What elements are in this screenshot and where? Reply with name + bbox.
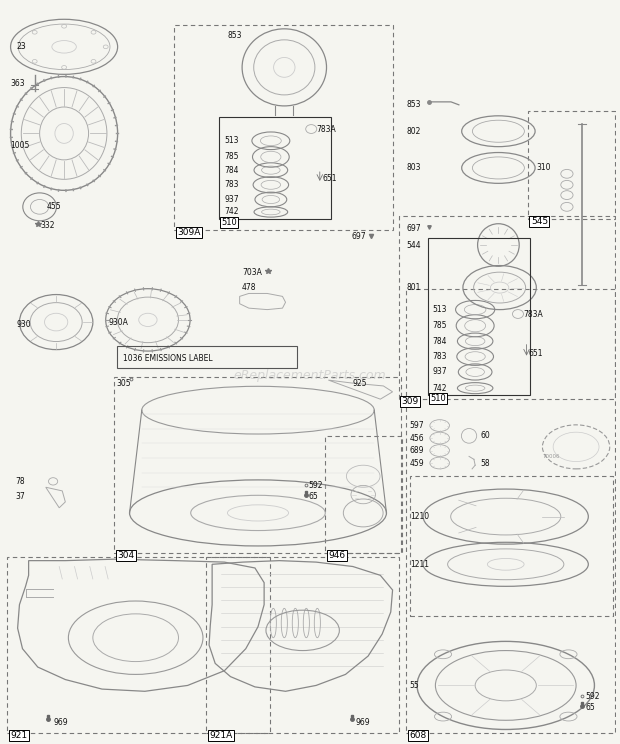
Text: 309A: 309A bbox=[177, 228, 201, 237]
Text: 78: 78 bbox=[15, 477, 25, 486]
Text: 801: 801 bbox=[406, 283, 420, 292]
Text: 58: 58 bbox=[480, 458, 490, 467]
Text: 478: 478 bbox=[242, 283, 256, 292]
Text: 608: 608 bbox=[409, 731, 427, 740]
Text: 784: 784 bbox=[224, 166, 239, 175]
Text: 783: 783 bbox=[224, 180, 239, 189]
Text: 456: 456 bbox=[410, 434, 424, 443]
Text: 545: 545 bbox=[531, 217, 548, 226]
Bar bbox=[528, 112, 614, 219]
Text: 597: 597 bbox=[410, 421, 424, 430]
Text: 592: 592 bbox=[585, 692, 600, 701]
Bar bbox=[114, 377, 401, 554]
Text: 1036 EMISSIONS LABEL: 1036 EMISSIONS LABEL bbox=[123, 353, 213, 362]
Text: 651: 651 bbox=[322, 174, 337, 184]
Bar bbox=[428, 237, 530, 396]
Text: 742: 742 bbox=[224, 208, 239, 217]
Text: 544: 544 bbox=[406, 240, 420, 249]
Text: 742: 742 bbox=[432, 384, 447, 393]
Text: 332: 332 bbox=[41, 221, 55, 230]
Text: 55: 55 bbox=[410, 681, 420, 690]
Bar bbox=[406, 289, 614, 733]
Text: 689: 689 bbox=[410, 446, 424, 455]
Text: 853: 853 bbox=[228, 31, 242, 40]
Text: 921A: 921A bbox=[209, 731, 232, 740]
Text: 930A: 930A bbox=[108, 318, 128, 327]
Bar bbox=[174, 25, 392, 231]
Text: 783A: 783A bbox=[523, 310, 542, 319]
Text: 651: 651 bbox=[529, 349, 544, 358]
Text: 785: 785 bbox=[432, 321, 447, 330]
Text: 23: 23 bbox=[16, 42, 26, 51]
Text: 37: 37 bbox=[15, 492, 25, 501]
Text: 305: 305 bbox=[116, 379, 131, 388]
Text: 513: 513 bbox=[224, 136, 239, 145]
Text: 969: 969 bbox=[356, 718, 371, 727]
Text: 65: 65 bbox=[585, 703, 595, 712]
Bar bbox=[219, 117, 332, 219]
Text: 853: 853 bbox=[406, 100, 420, 109]
Text: 925: 925 bbox=[353, 379, 367, 388]
Text: 459: 459 bbox=[410, 458, 424, 467]
Text: 921: 921 bbox=[11, 731, 27, 740]
Text: 1210: 1210 bbox=[410, 512, 429, 521]
Text: 510: 510 bbox=[430, 394, 446, 403]
Text: 783A: 783A bbox=[316, 125, 336, 134]
Text: 930: 930 bbox=[16, 320, 31, 329]
Text: 513: 513 bbox=[432, 305, 447, 314]
Text: 937: 937 bbox=[224, 195, 239, 204]
Text: 784: 784 bbox=[432, 337, 447, 346]
Bar bbox=[399, 216, 614, 399]
Text: 703A: 703A bbox=[242, 268, 263, 277]
Text: 60: 60 bbox=[480, 432, 490, 440]
Text: 783: 783 bbox=[432, 352, 447, 361]
Text: 310: 310 bbox=[536, 164, 551, 173]
Text: 969: 969 bbox=[53, 718, 68, 727]
Text: 455: 455 bbox=[47, 202, 61, 211]
Text: 697: 697 bbox=[352, 231, 366, 241]
Text: 510: 510 bbox=[221, 218, 237, 227]
Text: 70006: 70006 bbox=[542, 454, 560, 459]
Text: 1005: 1005 bbox=[11, 141, 30, 150]
Text: eReplacementParts.com: eReplacementParts.com bbox=[234, 369, 386, 382]
Text: 697: 697 bbox=[406, 224, 420, 233]
Bar bbox=[206, 557, 399, 733]
Text: 309: 309 bbox=[402, 397, 419, 406]
Text: 363: 363 bbox=[11, 79, 25, 88]
Bar bbox=[117, 346, 296, 368]
Bar bbox=[410, 476, 613, 616]
Text: 592: 592 bbox=[309, 481, 323, 490]
Text: 946: 946 bbox=[329, 551, 345, 560]
Text: 937: 937 bbox=[432, 368, 447, 376]
Bar bbox=[7, 557, 270, 733]
Text: 785: 785 bbox=[224, 153, 239, 161]
Text: 1211: 1211 bbox=[410, 559, 428, 569]
Bar bbox=[326, 436, 402, 554]
Text: 65: 65 bbox=[309, 492, 319, 501]
Text: 803: 803 bbox=[406, 164, 420, 173]
Text: 304: 304 bbox=[117, 551, 135, 560]
Text: 802: 802 bbox=[406, 126, 420, 135]
